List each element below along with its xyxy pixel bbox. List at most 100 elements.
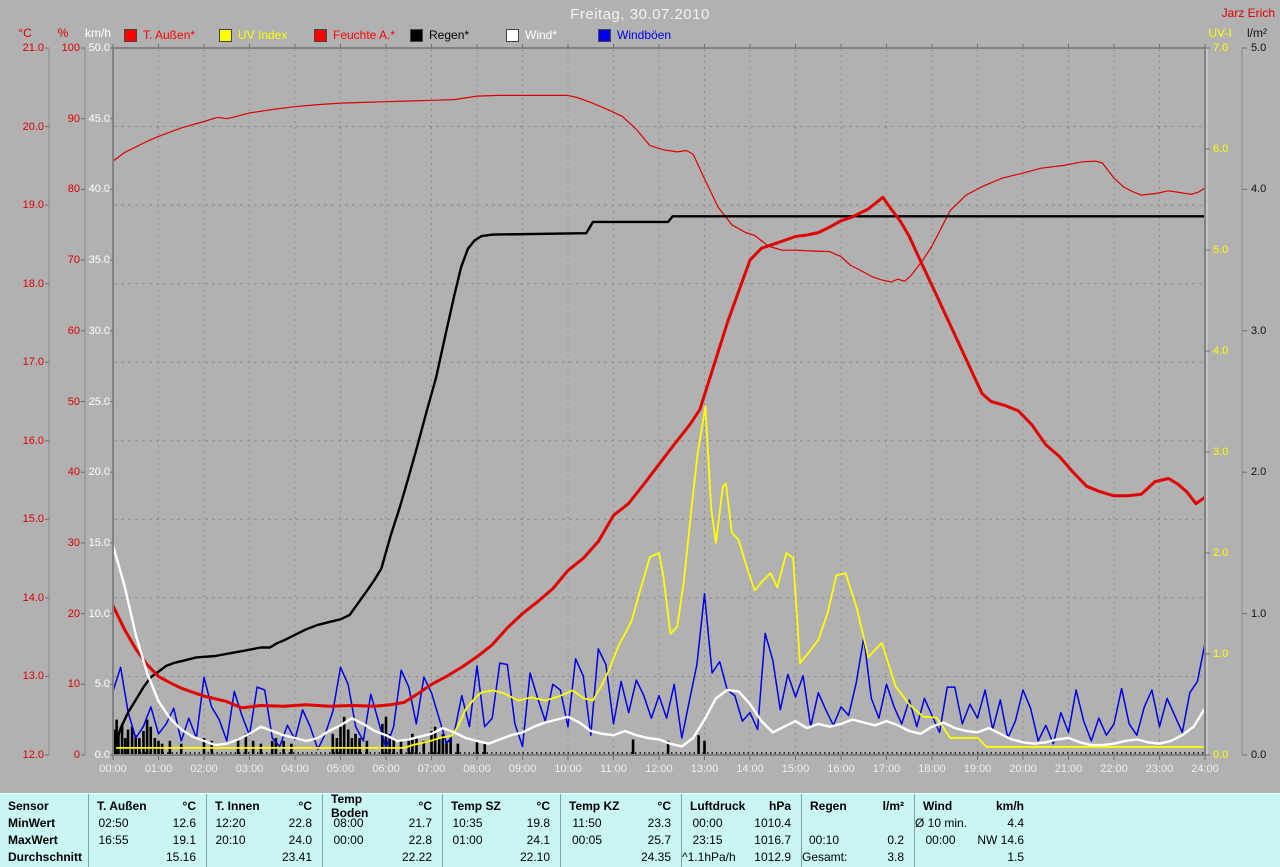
table-header-row: Regen l/m²: [802, 797, 914, 814]
stat-time: 16:55: [98, 832, 129, 847]
axis-tick-label: 0: [73, 749, 80, 761]
axis-tick-label: 14.0: [22, 591, 44, 604]
stat-value: 23.41: [281, 849, 312, 864]
stat-value: 22.8: [408, 832, 432, 847]
stat-time: 20:10: [215, 832, 246, 847]
stat-value: 22.22: [401, 849, 432, 864]
axis-tick-label: 18.0: [22, 277, 44, 290]
table-header-row: T. Außen °C: [89, 797, 206, 814]
legend-item: Feuchte A.*: [314, 28, 395, 42]
sensor-name: Temp Boden: [331, 791, 369, 820]
axis-tick-label: 50: [67, 395, 80, 408]
table-col-regen: Regen l/m² 00:10 0.2 Gesamt: 3.8: [801, 794, 914, 867]
table-row: 00:00 1010.4: [682, 814, 801, 831]
axis-tick-label: 70: [67, 254, 80, 267]
table-row-label: Durchschnitt: [8, 849, 83, 864]
x-axis-label: 07:00: [417, 763, 446, 775]
table-row: Ø 10 min. 4.4: [915, 814, 1034, 831]
table-row-label: Sensor: [8, 798, 49, 813]
table-row: 02:50 12.6: [89, 814, 206, 831]
table-row-labels: Sensor MinWert MaxWert Durchschnitt: [0, 794, 88, 867]
stat-value: 24.35: [640, 849, 671, 864]
table-row: Gesamt: 3.8: [802, 848, 914, 865]
sensor-name: Luftdruck: [690, 798, 746, 813]
axis-tick-label: 20.0: [22, 120, 44, 133]
sensor-unit: km/h: [995, 798, 1024, 813]
sensor-unit: °C: [418, 798, 432, 813]
axis-unit-uv: UV-I: [1208, 26, 1232, 40]
stat-time: 00:00: [692, 815, 723, 830]
table-row: 00:10 0.2: [802, 831, 914, 848]
stats-table: Sensor MinWert MaxWert Durchschnitt T. Außen…: [0, 791, 1280, 867]
x-axis-label: 24:00: [1191, 763, 1219, 775]
legend-swatch-icon: [506, 28, 519, 42]
table-row: 23:15 1016.7: [682, 831, 801, 848]
sensor-name: T. Außen: [97, 798, 147, 813]
axis-tick-label: 16.0: [22, 434, 44, 447]
legend-label: Regen*: [429, 28, 470, 42]
stat-value: 1016.7: [754, 832, 791, 847]
table-row: 16:55 19.1: [89, 831, 206, 848]
table-col-temp-kz: Temp KZ °C 11:50 23.3 00:05 25.7 24.35: [560, 794, 681, 867]
stat-time: 02:50: [98, 815, 129, 830]
x-axis-label: 23:00: [1145, 763, 1174, 775]
table-filler: [1034, 794, 1280, 867]
axis-tick-label: 90: [67, 112, 80, 125]
x-axis-label: 03:00: [235, 763, 264, 775]
x-axis-label: 08:00: [463, 763, 491, 775]
x-axis-label: 10:00: [554, 763, 582, 775]
stat-time: 00:00: [925, 832, 956, 847]
axis-tick-label: 0.0: [94, 749, 110, 761]
axis-unit-wind: km/h: [84, 26, 111, 40]
axis-tick-label: 0.0: [1213, 749, 1229, 761]
axis-tick-label: 15.0: [88, 536, 110, 549]
x-axis-label: 02:00: [190, 763, 218, 775]
x-axis-label: 12:00: [645, 763, 673, 775]
series-feuchte-a-: [112, 94, 1206, 283]
axis-tick-label: 15.0: [22, 513, 44, 526]
x-axis-label: 09:00: [508, 763, 537, 775]
axis-tick-label: 2.0: [1213, 547, 1229, 559]
stat-time: 23:15: [692, 832, 723, 847]
x-axis-label: 21:00: [1054, 763, 1083, 775]
legend-swatch-icon: [598, 28, 611, 42]
legend-swatch-icon: [124, 28, 137, 42]
stat-time: 08:00: [333, 815, 364, 830]
axis-tick-label: 10.0: [88, 607, 110, 620]
legend-label: Wind*: [525, 28, 558, 42]
x-axis-label: 22:00: [1100, 763, 1128, 775]
axis-unit-humidity: %: [57, 26, 69, 40]
table-col-luftdruck: Luftdruck hPa 00:00 1010.4 23:15 1016.7 ^1.1hP…: [681, 794, 801, 867]
series-windböen: [112, 593, 1206, 751]
stat-time: 00:10: [808, 832, 840, 847]
sensor-name: Temp KZ: [569, 798, 620, 813]
x-axis-label: 06:00: [372, 763, 400, 775]
legend-label: Windböen: [617, 28, 672, 42]
x-axis-label: 01:00: [144, 763, 173, 775]
plot-border: [112, 47, 1206, 756]
axis-tick-label: 4.0: [1213, 345, 1229, 357]
axis-tick-label: 30.0: [88, 324, 110, 337]
stat-value: 4.4: [1007, 815, 1024, 830]
sensor-name: Regen: [810, 798, 847, 813]
legend-item: Wind*: [506, 28, 557, 42]
stat-value: 0.2: [887, 832, 904, 847]
x-axis-label: 19:00: [963, 763, 992, 775]
axis-tick-label: 3.0: [1213, 446, 1229, 458]
sensor-name: T. Innen: [215, 798, 260, 813]
stat-value: 1010.4: [754, 815, 791, 830]
x-axis-label: 00:00: [99, 763, 127, 775]
stat-value: 24.0: [288, 832, 312, 847]
table-row: 10:35 19.8: [443, 814, 560, 831]
stat-time: 12:20: [215, 815, 246, 830]
axis-tick-label: 3.0: [1251, 324, 1267, 337]
axis-tick-label: 80: [67, 183, 80, 196]
axis-tick-label: 7.0: [1213, 42, 1229, 54]
table-col-temp-boden: Temp Boden °C 08:00 21.7 00:00 22.8 22.22: [322, 791, 442, 867]
stat-time: 01:00: [452, 832, 483, 847]
table-col-t-innen: T. Innen °C 12:20 22.8 20:10 24.0 23.41: [206, 794, 322, 867]
stat-time: 11:50: [572, 815, 602, 830]
table-header-row: Temp KZ °C: [561, 797, 681, 814]
axis-tick-label: 20.0: [88, 466, 110, 479]
